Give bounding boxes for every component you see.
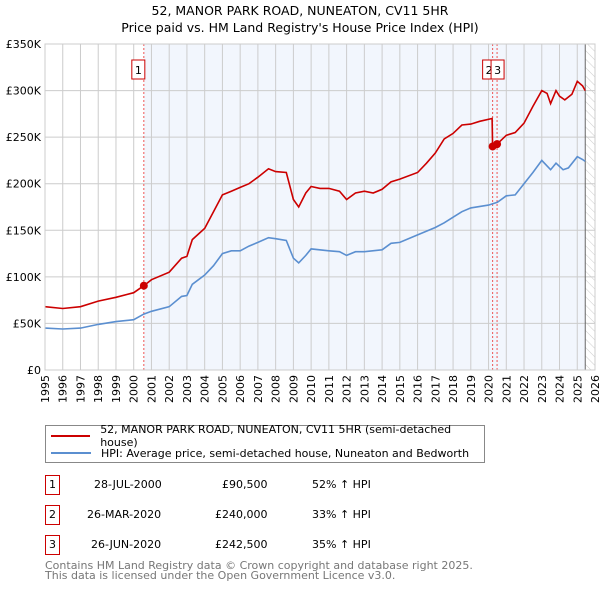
- x-tick-label: 2010: [305, 375, 318, 403]
- x-tick-label: 1995: [39, 375, 52, 403]
- sale-number-badge: 2: [45, 505, 60, 525]
- x-tick-label: 1998: [92, 375, 105, 403]
- y-tick-label: £200K: [6, 178, 42, 191]
- sale-marker-label: 1: [131, 59, 146, 80]
- sale-number-badge: 1: [45, 475, 60, 495]
- sale-date: 26-MAR-2020: [87, 508, 162, 521]
- x-tick-label: 2017: [429, 375, 442, 403]
- x-tick-label: 2007: [252, 375, 265, 403]
- x-tick-label: 2006: [234, 375, 247, 403]
- x-tick-label: 1999: [110, 375, 123, 403]
- x-tick-label: 2018: [447, 375, 460, 403]
- sale-row: 2 26-MAR-2020 £240,000 33% ↑ HPI: [45, 505, 465, 525]
- y-tick-label: £0: [27, 364, 41, 377]
- x-tick-label: 2019: [465, 375, 478, 403]
- x-tick-label: 2002: [163, 375, 176, 403]
- sale-hpi: 52% ↑ HPI: [312, 478, 371, 491]
- x-tick-label: 1996: [57, 375, 70, 403]
- y-tick-label: £150K: [6, 224, 42, 237]
- sale-point: [493, 140, 502, 149]
- chart-title: 52, MANOR PARK ROAD, NUNEATON, CV11 5HR: [151, 3, 449, 18]
- chart-subtitle: Price paid vs. HM Land Registry's House …: [121, 20, 479, 35]
- x-tick-label: 2026: [589, 375, 600, 403]
- x-tick-label: 2015: [394, 375, 407, 403]
- x-tick-label: 2025: [571, 375, 584, 403]
- sale-marker-label: 3: [490, 59, 505, 80]
- x-tick-label: 1997: [74, 375, 87, 403]
- sale-marker-box: [131, 59, 146, 80]
- x-tick-label: 2003: [181, 375, 194, 403]
- x-tick-label: 2014: [376, 375, 389, 403]
- sale-hpi: 33% ↑ HPI: [312, 508, 371, 521]
- x-tick-label: 2000: [128, 375, 141, 403]
- x-tick-label: 2009: [287, 375, 300, 403]
- sale-point: [139, 281, 148, 290]
- sale-number-badge: 3: [45, 535, 60, 555]
- sale-row: 3 26-JUN-2020 £242,500 35% ↑ HPI: [45, 535, 465, 555]
- x-tick-label: 2016: [412, 375, 425, 403]
- x-tick-label: 2013: [358, 375, 371, 403]
- x-tick-label: 2023: [536, 375, 549, 403]
- sale-marker-number: 1: [135, 64, 142, 77]
- sale-marker-number: 3: [494, 64, 501, 77]
- x-tick-label: 2021: [500, 375, 513, 403]
- sale-price: £242,500: [215, 538, 268, 551]
- sale-date: 28-JUL-2000: [94, 478, 162, 491]
- legend-item-hpi: HPI: Average price, semi-detached house,…: [51, 445, 469, 461]
- footer-licence: This data is licensed under the Open Gov…: [45, 569, 396, 582]
- x-tick-label: 2004: [199, 375, 212, 403]
- hpi-line: [44, 155, 586, 330]
- legend-swatch: [51, 435, 91, 437]
- x-tick-label: 2008: [270, 375, 283, 403]
- x-tick-label: 2022: [518, 375, 531, 403]
- legend: 52, MANOR PARK ROAD, NUNEATON, CV11 5HR …: [45, 423, 485, 463]
- price-chart: 1995 1996 1997 1998 1999 2000 2001 2002 2003 2004…: [6, 38, 600, 403]
- legend-swatch: [51, 452, 91, 454]
- x-tick-label: 2020: [483, 375, 496, 403]
- sale-hpi: 35% ↑ HPI: [312, 538, 371, 551]
- footer-copyright: Contains HM Land Registry data © Crown c…: [45, 559, 473, 572]
- legend-label: 52, MANOR PARK ROAD, NUNEATON, CV11 5HR …: [100, 423, 452, 449]
- sale-marker-number: 2: [486, 64, 493, 77]
- sale-price: £240,000: [215, 508, 268, 521]
- sale-marker-box: [490, 59, 505, 80]
- y-tick-label: £50K: [13, 317, 42, 330]
- sale-date: 26-JUN-2020: [91, 538, 162, 551]
- sale-row: 1 28-JUL-2000 £90,500 52% ↑ HPI: [45, 475, 465, 495]
- y-tick-label: £100K: [6, 271, 42, 284]
- forecast-hatch-region: [585, 44, 595, 370]
- y-tick-label: £250K: [6, 131, 42, 144]
- property-price-line: [44, 79, 586, 310]
- legend-label: HPI: Average price, semi-detached house,…: [101, 446, 470, 460]
- plot-border: [44, 43, 596, 371]
- y-tick-label: £300K: [6, 85, 42, 98]
- footer: Contains HM Land Registry data © Crown c…: [45, 559, 473, 582]
- sale-price: £90,500: [222, 478, 268, 491]
- x-tick-label: 2005: [216, 375, 229, 403]
- x-tick-label: 2011: [323, 375, 336, 403]
- x-tick-label: 2024: [554, 375, 567, 403]
- y-tick-label: £350K: [6, 38, 42, 51]
- x-tick-label: 2001: [145, 375, 158, 403]
- legend-item-property: 52, MANOR PARK ROAD, NUNEATON, CV11 5HR …: [51, 423, 484, 449]
- x-tick-label: 2012: [341, 375, 354, 403]
